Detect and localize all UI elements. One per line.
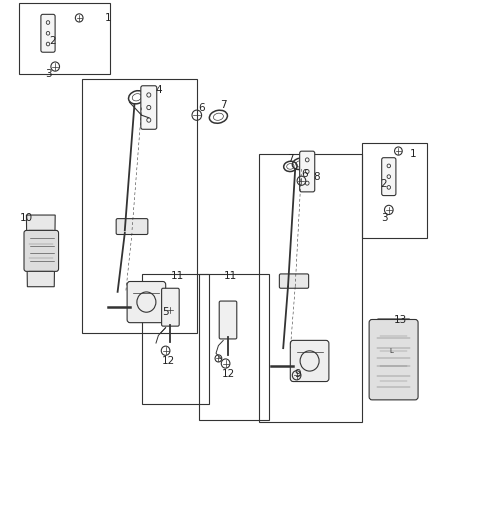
- Bar: [142, 274, 209, 404]
- FancyBboxPatch shape: [162, 288, 179, 326]
- Text: 1: 1: [409, 148, 416, 159]
- Text: 8: 8: [313, 172, 320, 182]
- Text: 3: 3: [45, 69, 51, 79]
- FancyBboxPatch shape: [141, 86, 157, 129]
- Bar: [199, 274, 269, 420]
- Text: 2: 2: [49, 36, 56, 46]
- Text: 5: 5: [162, 307, 169, 317]
- Bar: [259, 154, 362, 422]
- Text: 11: 11: [171, 271, 184, 282]
- Text: 13: 13: [394, 315, 408, 325]
- FancyBboxPatch shape: [279, 274, 309, 288]
- FancyBboxPatch shape: [219, 301, 237, 339]
- FancyBboxPatch shape: [116, 219, 148, 234]
- Text: 11: 11: [224, 271, 237, 282]
- Text: 6: 6: [198, 102, 205, 113]
- Text: 1: 1: [105, 13, 111, 23]
- FancyBboxPatch shape: [127, 282, 166, 323]
- FancyBboxPatch shape: [290, 340, 329, 381]
- FancyBboxPatch shape: [41, 14, 55, 52]
- Polygon shape: [378, 319, 409, 398]
- Text: L: L: [389, 348, 393, 354]
- Text: 4: 4: [155, 84, 162, 95]
- Bar: [19, 3, 110, 74]
- Text: 6: 6: [301, 169, 308, 179]
- Text: 7: 7: [220, 100, 227, 110]
- Text: 12: 12: [221, 369, 235, 379]
- Text: 2: 2: [381, 179, 387, 189]
- Bar: [82, 79, 197, 333]
- FancyBboxPatch shape: [369, 319, 418, 400]
- Text: 7: 7: [287, 154, 294, 164]
- Text: 12: 12: [161, 356, 175, 366]
- FancyBboxPatch shape: [300, 151, 315, 192]
- Text: 3: 3: [381, 212, 387, 223]
- Text: 10: 10: [20, 212, 33, 223]
- Bar: [362, 143, 427, 238]
- FancyBboxPatch shape: [382, 158, 396, 196]
- Text: 9: 9: [294, 369, 301, 379]
- Polygon shape: [26, 215, 55, 287]
- FancyBboxPatch shape: [24, 230, 59, 271]
